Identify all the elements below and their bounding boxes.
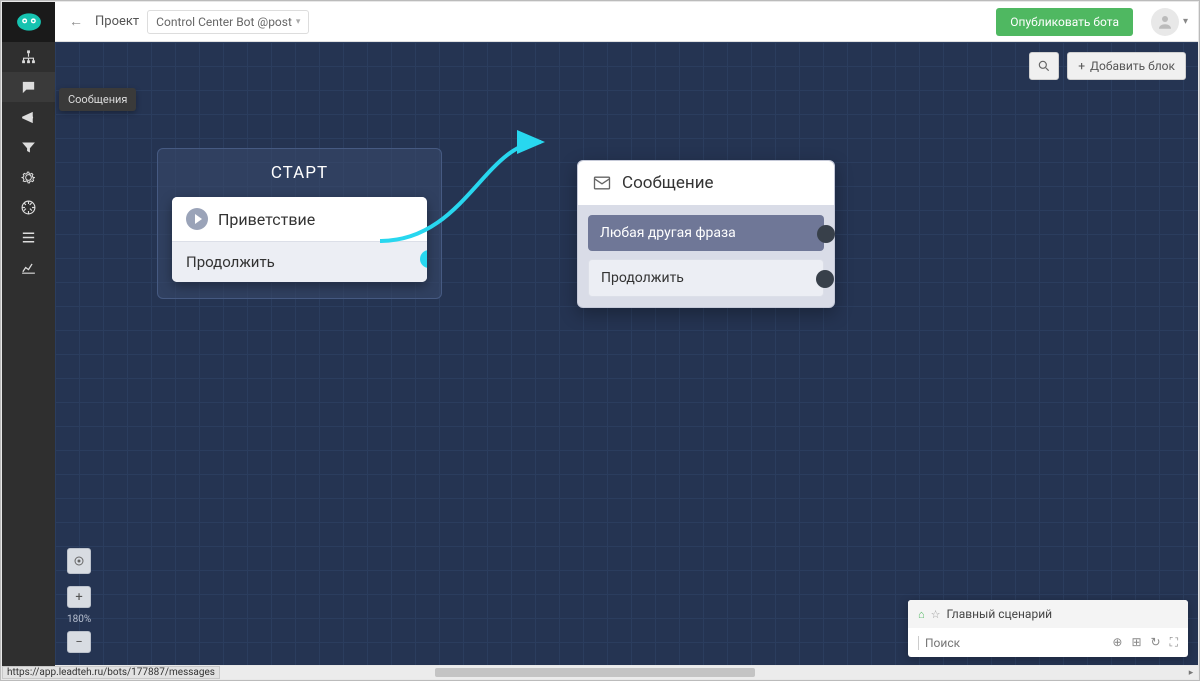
publish-button[interactable]: Опубликовать бота [996, 8, 1133, 36]
sidebar-item-support[interactable] [2, 192, 55, 222]
scroll-right-arrow[interactable]: ▸ [1184, 666, 1198, 679]
scenario-title: Главный сценарий [947, 607, 1053, 621]
node-message[interactable]: Сообщение Любая другая фраза Продолжить [577, 160, 835, 308]
add-block-label: Добавить блок [1090, 59, 1175, 73]
zoom-level: 180% [67, 614, 91, 625]
topbar: ← Проект Control Center Bot @post ▾ Опуб… [55, 2, 1198, 42]
add-scenario-icon[interactable]: ⊕ [1112, 635, 1122, 650]
node-message-title: Сообщение [622, 173, 714, 193]
fit-view-button[interactable] [67, 548, 91, 574]
message-row-label: Любая другая фраза [600, 225, 736, 241]
zoom-in-button[interactable]: + [67, 586, 91, 608]
sidebar-item-settings[interactable] [2, 162, 55, 192]
sidebar-item-messages[interactable] [2, 72, 55, 102]
status-url: https://app.leadteh.ru/bots/177887/messa… [2, 666, 220, 679]
zoom-out-button[interactable]: − [67, 631, 91, 653]
project-name: Control Center Bot @post [156, 15, 292, 29]
folder-icon[interactable]: ⊞ [1131, 635, 1141, 650]
output-port[interactable] [420, 250, 427, 268]
horizontal-scrollbar[interactable]: ◂ ▸ [55, 666, 1198, 679]
add-block-button[interactable]: + Добавить блок [1067, 52, 1186, 80]
play-icon [186, 208, 208, 230]
project-selector[interactable]: Control Center Bot @post ▾ [147, 10, 309, 34]
user-menu[interactable]: ▾ [1151, 8, 1188, 36]
scrollbar-thumb[interactable] [435, 668, 755, 677]
canvas-toolbar: + Добавить блок [1029, 52, 1186, 80]
message-row-any-phrase[interactable]: Любая другая фраза [588, 215, 824, 251]
left-sidebar [2, 2, 55, 679]
breadcrumb: Проект [95, 14, 139, 29]
sidebar-item-broadcast[interactable] [2, 102, 55, 132]
node-start[interactable]: СТАРТ Приветствие Продолжить [157, 148, 442, 299]
chevron-down-icon: ▾ [296, 17, 301, 27]
step-card[interactable]: Приветствие Продолжить [172, 197, 427, 282]
step-continue-label: Продолжить [186, 253, 275, 271]
refresh-icon[interactable]: ↻ [1151, 635, 1161, 650]
app-logo[interactable] [2, 2, 55, 42]
step-header: Приветствие [172, 197, 427, 241]
expand-icon[interactable]: ⛶ [1170, 635, 1178, 650]
zoom-panel: + 180% − [67, 548, 91, 653]
scenario-header[interactable]: ⌂ ☆ Главный сценарий [908, 600, 1188, 628]
star-icon: ☆ [931, 608, 941, 621]
search-button[interactable] [1029, 52, 1059, 80]
avatar [1151, 8, 1179, 36]
sidebar-item-list[interactable] [2, 222, 55, 252]
back-button[interactable]: ← [65, 11, 87, 33]
chevron-down-icon: ▾ [1183, 16, 1188, 27]
step-header-label: Приветствие [218, 210, 315, 229]
node-start-title: СТАРТ [172, 163, 427, 183]
sidebar-item-structure[interactable] [2, 42, 55, 72]
connection-edge [55, 42, 1198, 662]
scenario-search-input[interactable] [918, 636, 1104, 650]
home-icon: ⌂ [918, 608, 925, 621]
output-port[interactable] [817, 225, 835, 243]
step-continue-row[interactable]: Продолжить [172, 241, 427, 282]
scenario-panel: ⌂ ☆ Главный сценарий ⊕ ⊞ ↻ ⛶ [908, 600, 1188, 657]
message-row-label: Продолжить [601, 270, 684, 286]
output-port[interactable] [816, 270, 834, 288]
sidebar-tooltip: Сообщения [59, 88, 136, 111]
flow-canvas[interactable]: + Добавить блок СТАРТ Приветствие Продол… [55, 42, 1198, 665]
sidebar-item-filter[interactable] [2, 132, 55, 162]
sidebar-item-analytics[interactable] [2, 252, 55, 282]
envelope-icon [592, 173, 612, 193]
plus-icon: + [1078, 59, 1085, 73]
message-row-continue[interactable]: Продолжить [588, 259, 824, 297]
node-message-header: Сообщение [578, 161, 834, 205]
